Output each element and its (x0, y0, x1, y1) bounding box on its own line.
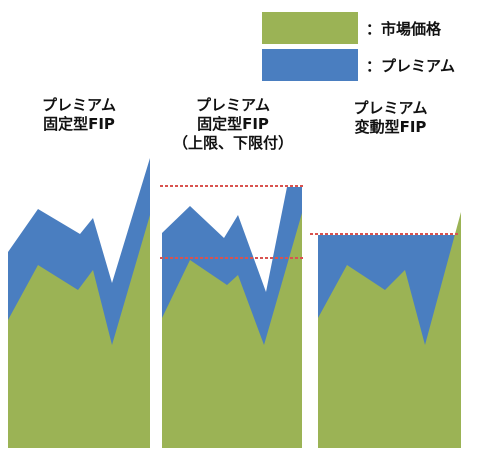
panel-fixed-premium (8, 158, 150, 448)
legend-item-market: ：市場価格 (262, 12, 441, 44)
panel2-title-line2: 固定型FIP (197, 115, 269, 133)
panel2-title: プレミアム 固定型FIP （上限、下限付） (158, 96, 308, 153)
panel2-market-area (162, 213, 302, 448)
panel1-title-line1: プレミアム (42, 96, 116, 114)
legend-label-premium: ：プレミアム (366, 56, 455, 75)
panel1-title-line2: 固定型FIP (43, 115, 115, 133)
panel3-market-area (318, 212, 461, 448)
panel2-title-line1: プレミアム (196, 96, 270, 114)
panel3-title-line2: 変動型FIP (354, 118, 427, 136)
legend-swatch-market (262, 12, 358, 44)
panel2-title-line3: （上限、下限付） (172, 134, 293, 152)
panel3-title: プレミアム 変動型FIP (318, 99, 463, 137)
panel1-market-area (8, 215, 150, 448)
legend-swatch-premium (262, 49, 358, 81)
legend-item-premium: ：プレミアム (262, 49, 455, 81)
panel1-title: プレミアム 固定型FIP (8, 96, 150, 134)
panel-variable-premium (310, 212, 461, 448)
panel3-title-line1: プレミアム (353, 99, 428, 117)
legend-label-market: ：市場価格 (366, 19, 442, 38)
panel-capped-premium (160, 185, 304, 448)
